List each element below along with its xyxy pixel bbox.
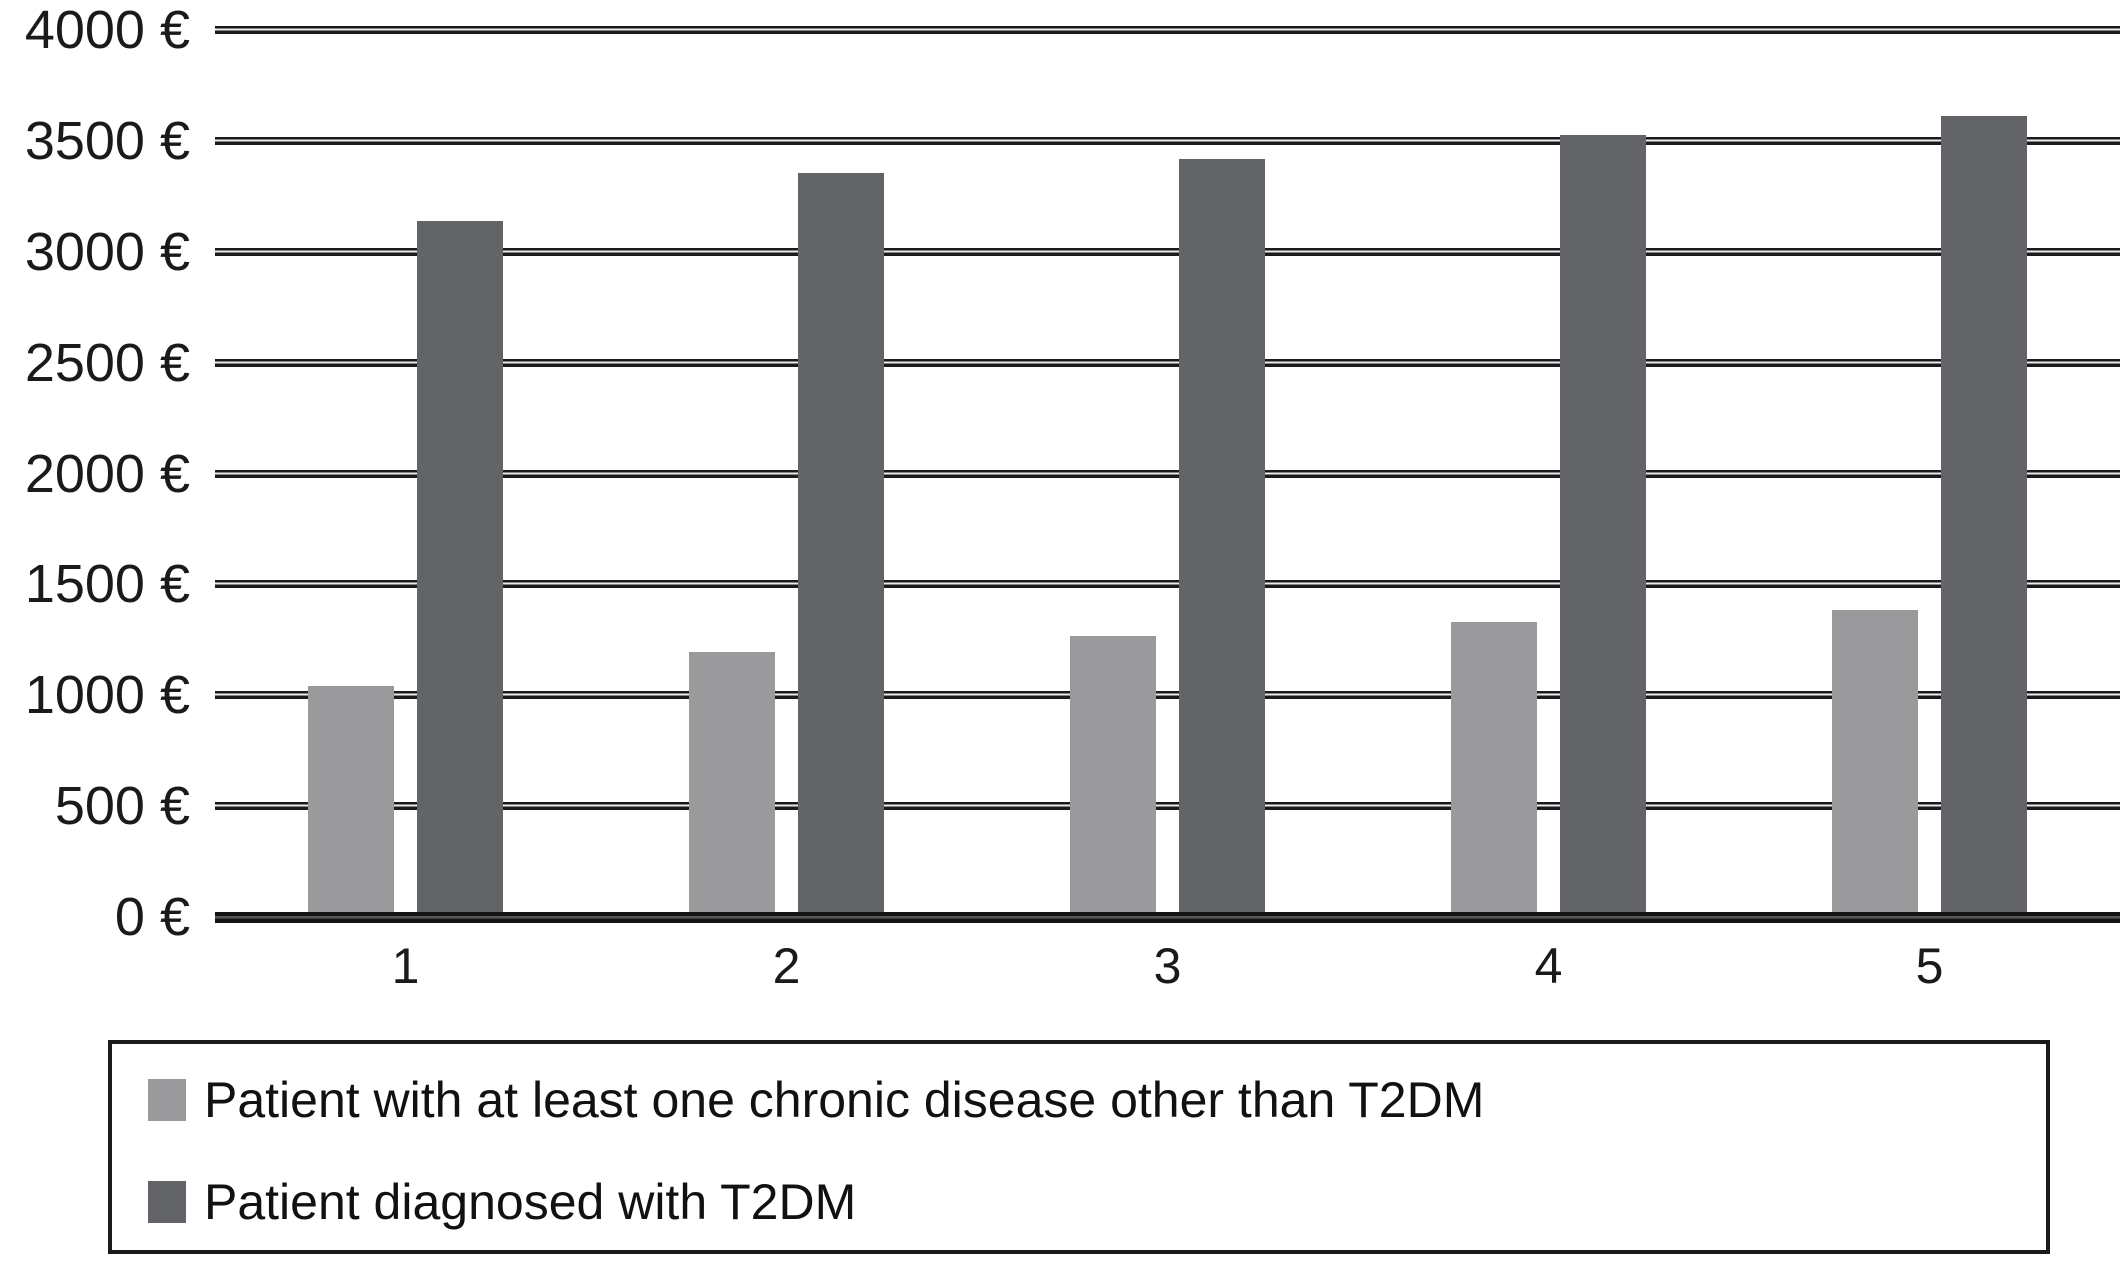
bar-series-2-category-5 (1941, 116, 2027, 917)
x-axis-tick-label: 4 (1534, 938, 1563, 994)
x-axis-tick-label: 2 (772, 938, 801, 994)
gridline (215, 802, 2120, 811)
legend-label: Patient with at least one chronic diseas… (204, 1072, 1485, 1128)
bar-series-1-category-5 (1832, 609, 1918, 917)
gridline (215, 26, 2120, 34)
gridline (215, 580, 2120, 589)
legend-entry: Patient diagnosed with T2DM (148, 1174, 856, 1230)
bar-series-1-category-2 (689, 652, 775, 917)
x-axis-tick-label: 1 (391, 938, 420, 994)
bar-series-1-category-3 (1070, 636, 1156, 917)
gridline (215, 358, 2120, 367)
legend-label: Patient diagnosed with T2DM (204, 1174, 857, 1230)
legend-swatch-icon (148, 1079, 186, 1121)
y-axis-tick-label: 4000 € (24, 0, 190, 60)
y-axis-tick-label: 1500 € (24, 554, 190, 615)
y-axis-tick-label: 3000 € (24, 221, 190, 282)
legend-box: Patient with at least one chronic diseas… (108, 1040, 2050, 1254)
bar-series-1-category-1 (308, 686, 394, 917)
y-axis-tick-label: 2000 € (24, 443, 190, 504)
y-axis-tick-label: 3500 € (24, 110, 190, 171)
bar-series-2-category-3 (1179, 158, 1265, 917)
bar-series-2-category-4 (1560, 135, 1646, 917)
bar-series-2-category-1 (417, 220, 503, 917)
gridline (215, 691, 2120, 700)
y-axis-tick-label: 0 € (114, 887, 190, 947)
legend-swatch-icon (148, 1181, 186, 1223)
y-axis-tick-label: 1000 € (24, 665, 190, 726)
x-axis-tick-label: 5 (1915, 938, 1944, 994)
y-axis-tick-label: 2500 € (24, 332, 190, 393)
legend-entry: Patient with at least one chronic diseas… (148, 1072, 1484, 1128)
bar-series-2-category-2 (798, 173, 884, 917)
x-axis-tick-label: 3 (1153, 938, 1182, 994)
y-axis-tick-label: 500 € (54, 776, 190, 837)
gridline (215, 469, 2120, 478)
gridline (215, 247, 2120, 256)
bar-series-1-category-4 (1451, 622, 1537, 917)
x-axis-baseline (215, 912, 2120, 923)
gridline (215, 136, 2120, 145)
